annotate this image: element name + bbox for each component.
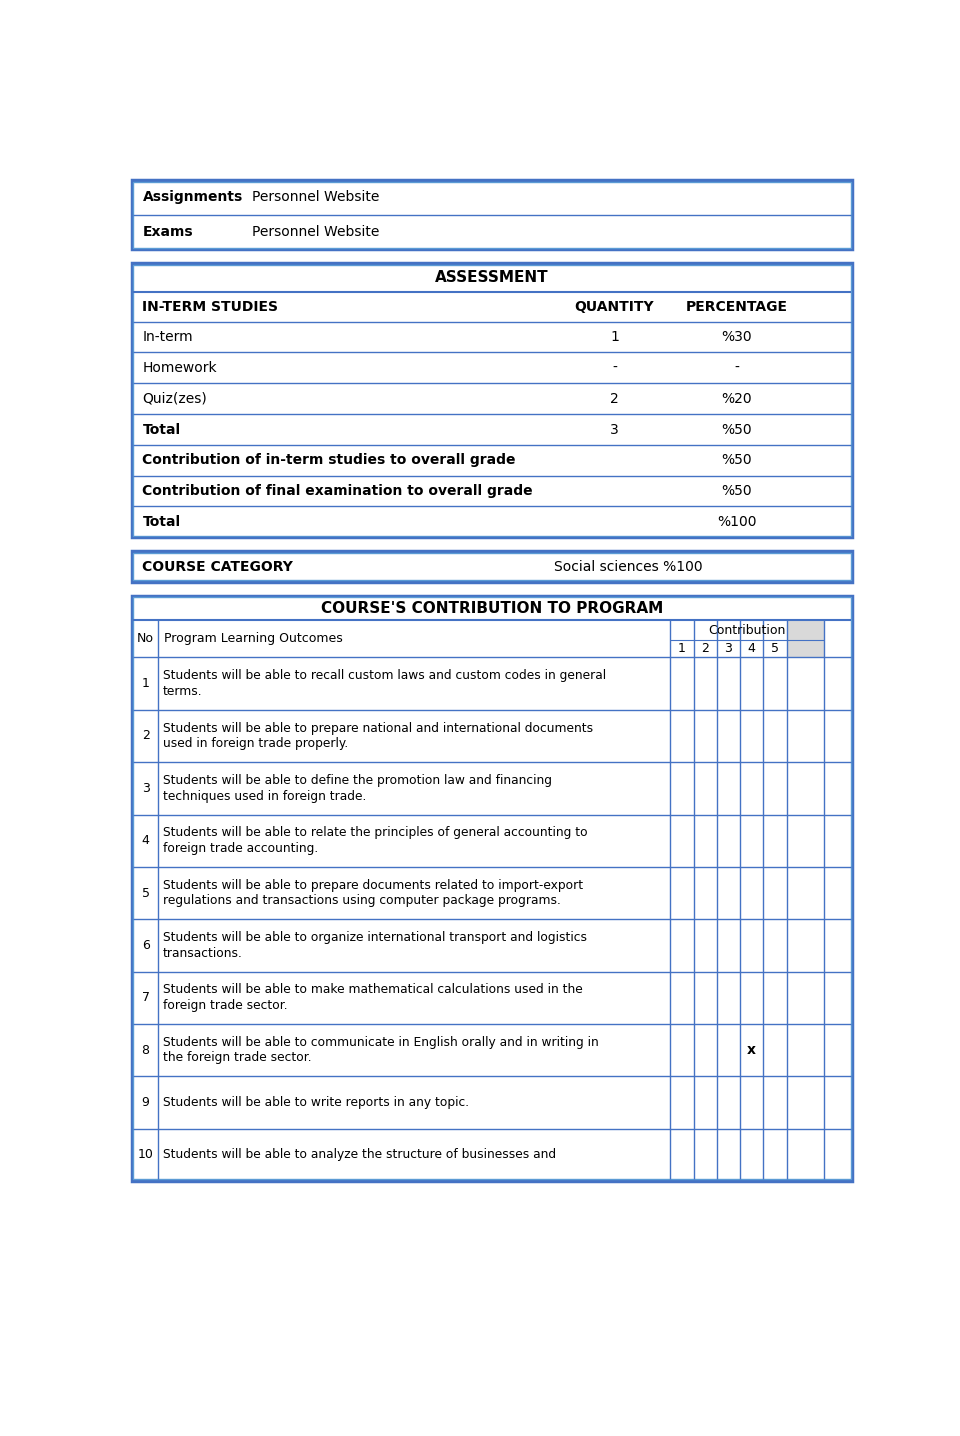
Text: Students will be able to prepare national and international documents: Students will be able to prepare nationa… — [162, 722, 592, 735]
Text: Contribution of in-term studies to overall grade: Contribution of in-term studies to overa… — [142, 454, 516, 467]
Text: Students will be able to prepare documents related to import-export: Students will be able to prepare documen… — [162, 879, 583, 892]
Text: Assignments: Assignments — [142, 191, 243, 204]
Text: used in foreign trade properly.: used in foreign trade properly. — [162, 737, 348, 751]
Bar — [133, 181, 851, 248]
Text: 7: 7 — [141, 991, 150, 1004]
Text: -: - — [734, 360, 739, 375]
Text: Students will be able to define the promotion law and financing: Students will be able to define the prom… — [162, 774, 552, 787]
Text: %50: %50 — [722, 454, 753, 467]
Text: IN-TERM STUDIES: IN-TERM STUDIES — [142, 300, 278, 314]
Text: -: - — [612, 360, 617, 375]
Text: Personnel Website: Personnel Website — [252, 225, 379, 238]
Text: Students will be able to make mathematical calculations used in the: Students will be able to make mathematic… — [162, 984, 583, 997]
Text: Total: Total — [142, 516, 180, 528]
Text: PERCENTAGE: PERCENTAGE — [686, 300, 788, 314]
Text: 1: 1 — [678, 642, 685, 655]
Text: the foreign trade sector.: the foreign trade sector. — [162, 1051, 311, 1064]
Text: regulations and transactions using computer package programs.: regulations and transactions using compu… — [162, 895, 561, 908]
Text: 10: 10 — [137, 1149, 154, 1162]
Text: transactions.: transactions. — [162, 946, 243, 959]
Bar — [132, 596, 852, 1180]
Text: Contribution of final examination to overall grade: Contribution of final examination to ove… — [142, 484, 533, 498]
Bar — [132, 551, 852, 582]
Text: %100: %100 — [717, 516, 756, 528]
Text: 2: 2 — [142, 729, 150, 742]
Text: Students will be able to relate the principles of general accounting to: Students will be able to relate the prin… — [162, 826, 588, 839]
Text: 2: 2 — [701, 642, 709, 655]
Text: 4: 4 — [142, 834, 150, 847]
Bar — [132, 263, 852, 537]
Text: COURSE'S CONTRIBUTION TO PROGRAM: COURSE'S CONTRIBUTION TO PROGRAM — [321, 600, 663, 616]
Text: Quiz(zes): Quiz(zes) — [142, 392, 207, 406]
Text: Contribution: Contribution — [708, 625, 785, 638]
Text: 4: 4 — [748, 642, 756, 655]
Text: 9: 9 — [142, 1096, 150, 1109]
Bar — [133, 553, 851, 580]
Text: 1: 1 — [142, 678, 150, 691]
Text: Total: Total — [142, 422, 180, 437]
Text: %30: %30 — [722, 330, 753, 345]
Text: foreign trade accounting.: foreign trade accounting. — [162, 841, 318, 854]
Text: techniques used in foreign trade.: techniques used in foreign trade. — [162, 790, 366, 803]
Text: In-term: In-term — [142, 330, 193, 345]
Text: %20: %20 — [722, 392, 753, 406]
Text: 1: 1 — [611, 330, 619, 345]
Text: %50: %50 — [722, 422, 753, 437]
Bar — [132, 180, 852, 250]
Bar — [133, 264, 851, 536]
Text: x: x — [747, 1043, 756, 1057]
Text: Students will be able to recall custom laws and custom codes in general: Students will be able to recall custom l… — [162, 669, 606, 682]
Text: terms.: terms. — [162, 685, 203, 698]
Text: 3: 3 — [611, 422, 619, 437]
Text: Exams: Exams — [142, 225, 193, 238]
Text: Students will be able to communicate in English orally and in writing in: Students will be able to communicate in … — [162, 1035, 598, 1048]
Text: Students will be able to write reports in any topic.: Students will be able to write reports i… — [162, 1096, 468, 1109]
Text: 5: 5 — [771, 642, 779, 655]
Bar — [786, 620, 824, 658]
Text: 3: 3 — [725, 642, 732, 655]
Text: 2: 2 — [611, 392, 619, 406]
Text: foreign trade sector.: foreign trade sector. — [162, 999, 287, 1012]
Text: 3: 3 — [142, 781, 150, 794]
Bar — [133, 597, 851, 1179]
Text: Personnel Website: Personnel Website — [252, 191, 379, 204]
Text: Social sciences %100: Social sciences %100 — [554, 560, 703, 573]
Text: Program Learning Outcomes: Program Learning Outcomes — [164, 632, 343, 645]
Text: No: No — [137, 632, 154, 645]
Text: 8: 8 — [141, 1044, 150, 1057]
Text: Homework: Homework — [142, 360, 217, 375]
Text: Students will be able to organize international transport and logistics: Students will be able to organize intern… — [162, 931, 587, 943]
Text: 6: 6 — [142, 939, 150, 952]
Text: %50: %50 — [722, 484, 753, 498]
Text: QUANTITY: QUANTITY — [575, 300, 655, 314]
Text: 5: 5 — [141, 886, 150, 899]
Text: COURSE CATEGORY: COURSE CATEGORY — [142, 560, 294, 573]
Text: Students will be able to analyze the structure of businesses and: Students will be able to analyze the str… — [162, 1149, 556, 1162]
Text: ASSESSMENT: ASSESSMENT — [435, 270, 549, 286]
